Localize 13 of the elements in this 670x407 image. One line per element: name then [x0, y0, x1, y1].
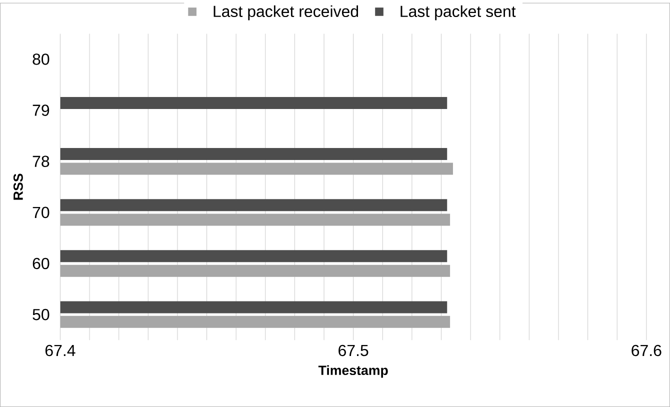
x-tick-label: 67.5	[338, 344, 368, 356]
y-tick-label: 60	[32, 258, 50, 270]
y-tick-label: 50	[32, 308, 50, 320]
y-tick-label: 78	[32, 156, 50, 168]
x-tick-label: 67.6	[632, 344, 662, 356]
legend-label: Last packet sent	[400, 5, 516, 20]
y-tick-label: 70	[32, 206, 50, 218]
y-tick-label: 80	[32, 54, 50, 65]
y-axis-title: RSS	[13, 174, 23, 200]
x-axis-title: Timestamp	[318, 365, 388, 378]
legend-label: Last packet received	[214, 5, 358, 20]
x-tick-label: 67.4	[45, 344, 76, 356]
y-tick-label: 79	[32, 104, 50, 116]
